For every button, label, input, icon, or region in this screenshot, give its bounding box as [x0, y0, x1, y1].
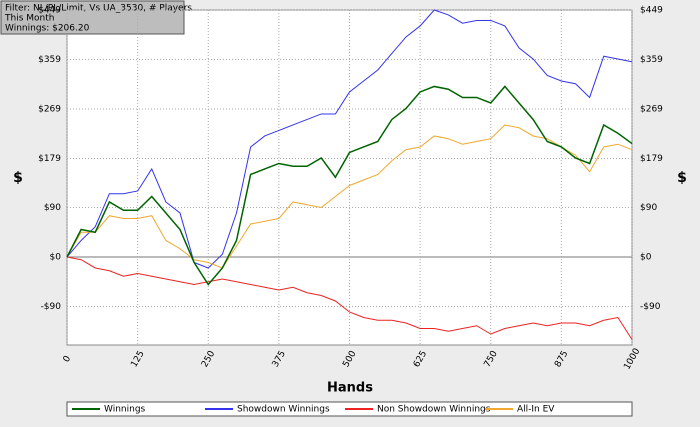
legend-label: Winnings — [104, 405, 146, 415]
y-tick-label-right: $269 — [640, 105, 663, 115]
y-axis-label: $ — [13, 170, 23, 186]
y-tick-label-right: $0 — [640, 252, 652, 262]
series-line — [66, 9, 633, 269]
y-tick-label: $269 — [38, 105, 61, 115]
legend-label: All-In EV — [517, 405, 555, 415]
x-axis-label: Hands — [327, 381, 373, 396]
plot-area — [66, 9, 633, 346]
y-tick-label-right: $179 — [640, 154, 663, 164]
header-line: Filter: NL/PL/Limit, Vs UA_3530, # Playe… — [5, 4, 192, 14]
header-line: Winnings: $206.20 — [5, 24, 90, 34]
x-tick-label: 0 — [62, 354, 74, 364]
y-tick-label-right: $359 — [640, 55, 663, 65]
header-box — [0, 0, 185, 35]
y-tick-label: $179 — [38, 154, 61, 164]
y-tick-label: $0 — [50, 252, 62, 262]
header-line: This Month — [4, 14, 54, 24]
y-tick-label: $359 — [38, 55, 61, 65]
y-tick-label: $90 — [44, 203, 61, 213]
legend-label: Showdown Winnings — [237, 405, 330, 415]
y-axis-label-right: $ — [677, 170, 687, 186]
y-tick-label-right: -$90 — [640, 302, 661, 312]
y-tick-label: $449 — [38, 6, 61, 16]
series-line — [66, 256, 633, 340]
y-tick-label: -$90 — [41, 302, 62, 312]
y-tick-label-right: $90 — [640, 203, 657, 213]
series-line — [66, 85, 633, 286]
legend-label: Non Showdown Winnings — [377, 405, 491, 415]
series-line — [66, 124, 633, 269]
y-tick-label-right: $449 — [640, 6, 663, 16]
